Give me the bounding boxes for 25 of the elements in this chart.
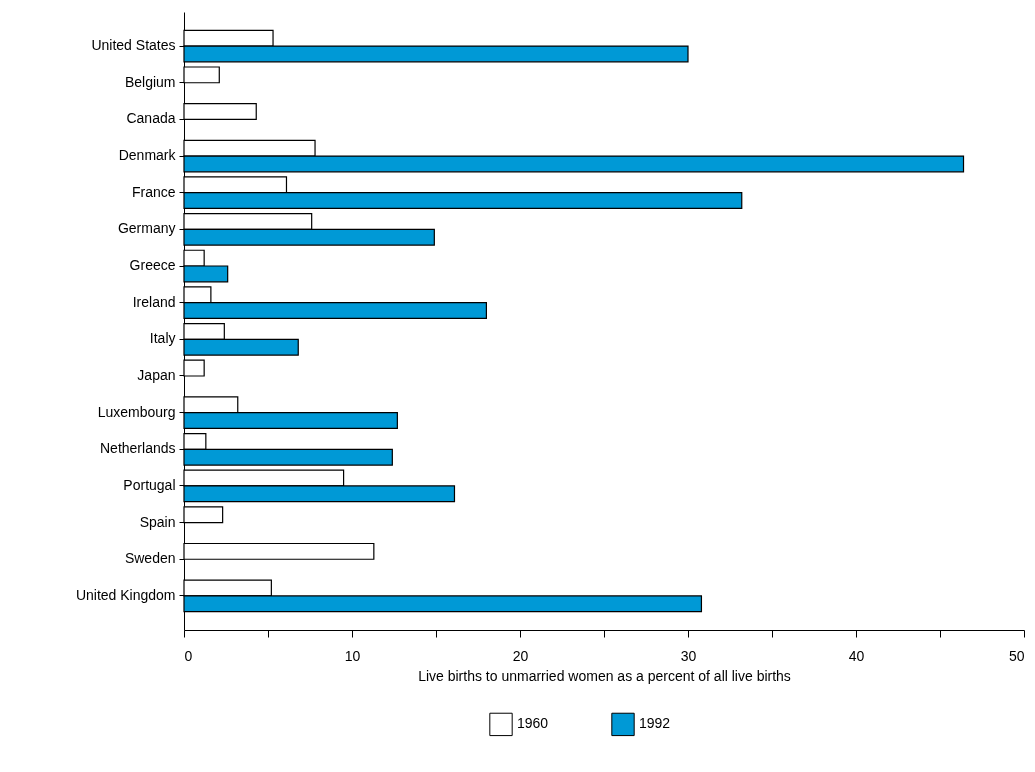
legend-label: 1992 <box>639 715 671 732</box>
y-tick-label: Denmark <box>118 147 177 164</box>
y-tick-label: Greece <box>129 257 176 274</box>
x-tick-label: 10 <box>344 647 361 664</box>
x-tick-label: 0 <box>184 647 193 664</box>
y-tick-label: Spain <box>139 513 176 530</box>
y-tick-label: Netherlands <box>100 440 176 457</box>
y-tick-label: United Kingdom <box>75 586 176 603</box>
x-tick-label: 20 <box>512 647 529 664</box>
y-tick-label: Japan <box>137 366 176 383</box>
y-tick-label: Italy <box>149 330 176 347</box>
x-axis-title: Live births to unmarried women as a percent of all live births <box>418 667 791 684</box>
y-tick-label: United States <box>91 37 176 54</box>
y-tick-label: Luxembourg <box>97 403 176 420</box>
y-tick-label: France <box>131 183 176 200</box>
y-tick-label: Ireland <box>132 293 176 310</box>
y-tick-label: Portugal <box>123 476 176 493</box>
legend-label: 1960 <box>517 715 549 732</box>
x-tick-label: 30 <box>680 647 697 664</box>
x-tick-label: 40 <box>848 647 865 664</box>
y-tick-label: Canada <box>126 110 176 127</box>
y-tick-label: Belgium <box>124 73 176 90</box>
y-tick-label: Germany <box>117 220 176 237</box>
y-tick-label: Sweden <box>124 550 176 567</box>
x-tick-label: 50 <box>1008 647 1025 664</box>
